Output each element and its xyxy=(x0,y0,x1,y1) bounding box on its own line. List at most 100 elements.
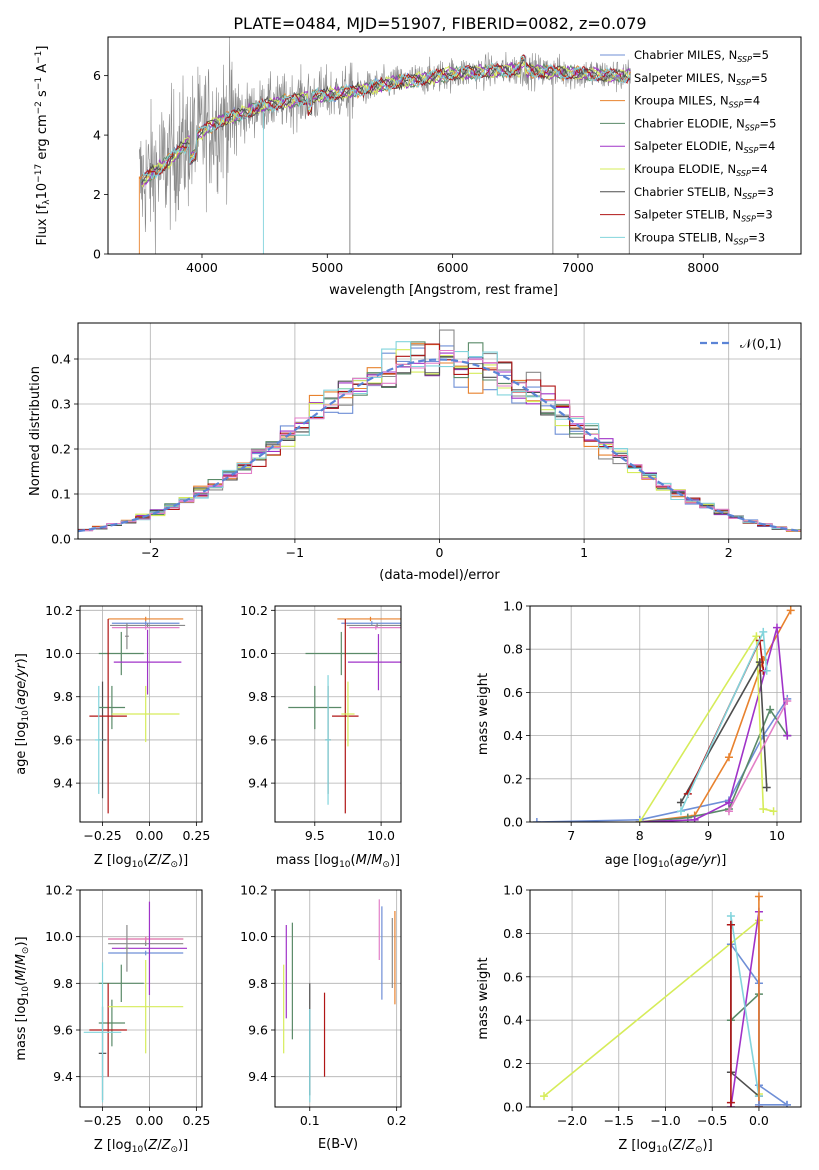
weight-marker xyxy=(724,753,733,762)
y-tick-label: 9.4 xyxy=(53,776,73,791)
y-tick-label: 10.0 xyxy=(240,646,268,661)
weight-marker xyxy=(540,1092,549,1101)
y-tick-label: 0.4 xyxy=(51,352,71,367)
errorbar xyxy=(108,941,184,946)
y-tick-label: 9.6 xyxy=(53,1023,73,1038)
x-tick-label: 0.00 xyxy=(136,1113,164,1128)
y-tick-label: 9.8 xyxy=(53,689,73,704)
x-tick-label: −1 xyxy=(286,545,304,560)
weight-line xyxy=(730,915,760,1097)
errorbar xyxy=(125,925,129,972)
y-tick-label: 10.2 xyxy=(240,603,268,618)
x-tick-label: 7 xyxy=(567,828,575,843)
plot-area xyxy=(78,329,801,533)
x-axis-label: Z [log10(Z/Z⊙)] xyxy=(94,1138,188,1155)
model-spectrum-line xyxy=(141,54,631,178)
residual-histogram xyxy=(78,341,801,531)
y-tick-label: 9.8 xyxy=(53,976,73,991)
weight-line xyxy=(728,700,789,812)
y-axis-label: Normed distribution xyxy=(28,366,43,496)
axes-box xyxy=(274,889,402,1108)
axes-box xyxy=(79,889,203,1108)
errorbar xyxy=(346,623,401,628)
y-tick-label: 0.6 xyxy=(503,685,523,700)
residual-histogram xyxy=(78,349,801,532)
errorbar xyxy=(108,616,184,622)
x-tick-label: −0.25 xyxy=(83,1113,121,1128)
y-tick-label: 4 xyxy=(93,128,101,143)
y-tick-label: 1.0 xyxy=(503,599,523,614)
legend-entry: Chabrier STELIB, NSSP=3 xyxy=(634,185,774,201)
axes-frame: −2.0 −1.5 −1.0 −0.5 0.0 0.0 0.2 0.4 0.6 0.8 1.0 Z [… xyxy=(476,883,802,1155)
errorbar xyxy=(83,962,122,1103)
axes-frame: −0.25 0.00 0.25 9.4 9.6 9.8 10.0 10.2 Z [log10(Z… xyxy=(14,883,210,1156)
y-tick-label: 9.8 xyxy=(248,976,268,991)
y-tick-label: 9.6 xyxy=(53,732,73,747)
weight-marker xyxy=(635,818,644,822)
weight-line xyxy=(543,918,760,1097)
z-vs-age-panel: −0.25 0.00 0.25 9.4 9.6 9.8 10.0 10.2 Z [log10(Z… xyxy=(14,603,210,870)
axes-box xyxy=(79,605,203,823)
y-tick-label: 10.0 xyxy=(45,929,73,944)
weight-marker xyxy=(759,805,768,814)
errorbar xyxy=(341,621,401,626)
weight-marker xyxy=(724,807,733,816)
errorbar xyxy=(98,685,126,730)
errorbar xyxy=(98,964,144,1002)
y-tick-label: 0.0 xyxy=(51,532,71,547)
model-spectrum-line xyxy=(141,57,631,184)
y-tick-label: 10.2 xyxy=(45,603,73,618)
plot-area xyxy=(83,901,187,1103)
weight-marker xyxy=(783,697,792,706)
x-tick-label: 10.0 xyxy=(367,828,395,843)
weight-marker xyxy=(676,807,685,816)
plot-area xyxy=(288,616,401,814)
x-tick-label: 0 xyxy=(436,545,444,560)
weight-marker xyxy=(754,892,763,901)
plot-area xyxy=(532,606,795,822)
y-tick-label: 0.6 xyxy=(503,969,523,984)
errorbar xyxy=(108,960,184,1054)
weight-marker xyxy=(752,632,761,641)
y-tick-label: 6 xyxy=(93,68,101,83)
y-tick-label: 0.4 xyxy=(503,728,523,743)
y-tick-label: 0 xyxy=(93,247,101,262)
axes-frame: −2 −1 0 1 2 0.0 0.1 0.2 0.3 0.4 (data-model)/error… xyxy=(28,322,802,583)
legend-entry: 𝒩(0,1) xyxy=(740,336,782,351)
weight-marker xyxy=(769,807,778,816)
errorbar xyxy=(288,685,342,730)
plot-area xyxy=(89,616,186,814)
legend-entry: Chabrier ELODIE, NSSP=5 xyxy=(634,116,776,132)
y-tick-label: 9.4 xyxy=(248,1069,268,1084)
errorbar xyxy=(98,631,144,676)
errorbar xyxy=(332,618,359,814)
legend-entry: Kroupa MILES, NSSP=4 xyxy=(634,94,760,110)
y-axis-label: age [log10(age/yr)] xyxy=(14,653,31,775)
errorbar xyxy=(110,623,186,628)
y-tick-label: 10.2 xyxy=(240,883,268,898)
x-tick-label: 2 xyxy=(725,545,733,560)
y-tick-label: 0.1 xyxy=(51,487,71,502)
legend-entry: Kroupa STELIB, NSSP=3 xyxy=(634,230,765,246)
weight-marker xyxy=(766,705,775,714)
y-tick-label: 9.4 xyxy=(248,776,268,791)
weight-marker xyxy=(772,623,781,632)
weight-marker xyxy=(726,920,735,929)
errorbar xyxy=(349,625,401,630)
y-tick-label: 0.8 xyxy=(503,642,523,657)
y-tick-label: 0.2 xyxy=(503,1056,523,1071)
figure-title: PLATE=0484, MJD=51907, FIBERID=0082, z=0… xyxy=(233,14,646,33)
spectrum-panel: 4000 5000 6000 7000 8000 0 2 4 6 wavelength [Angs… xyxy=(34,36,802,298)
z-vs-mass-panel: −0.25 0.00 0.25 9.4 9.6 9.8 10.0 10.2 Z [log10(Z… xyxy=(14,883,210,1156)
errorbar xyxy=(111,621,180,626)
x-tick-label: 8000 xyxy=(687,260,719,275)
plot-area xyxy=(283,899,396,1103)
weight-marker xyxy=(762,666,771,675)
x-tick-label: 0.0 xyxy=(749,1113,769,1128)
axes-frame: 7 8 9 10 0.0 0.2 0.4 0.6 0.8 1.0 age [log10(age/yr… xyxy=(476,599,802,870)
x-tick-label: 1 xyxy=(580,545,588,560)
y-tick-label: 0.2 xyxy=(51,442,71,457)
legend-entry: Kroupa ELODIE, NSSP=4 xyxy=(634,162,768,178)
y-tick-label: 0.8 xyxy=(503,926,523,941)
